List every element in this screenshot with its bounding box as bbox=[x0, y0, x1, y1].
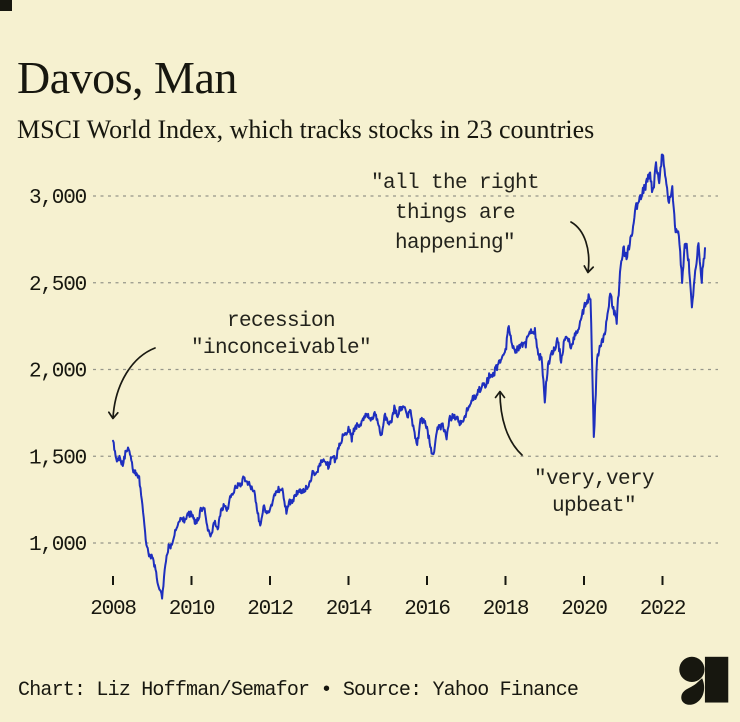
chart-subtitle: MSCI World Index, which tracks stocks in… bbox=[17, 115, 595, 144]
footer-credit: Chart: Liz Hoffman/Semafor • Source: Yah… bbox=[18, 679, 579, 702]
y-axis-label: 2,500 bbox=[29, 274, 87, 297]
annotation-very-very-upbeat: "very,very upbeat" bbox=[533, 468, 655, 518]
y-axis-label: 2,000 bbox=[29, 361, 87, 384]
x-axis-label: 2018 bbox=[483, 598, 529, 621]
msci-world-index-line bbox=[112, 153, 706, 600]
x-axis-label: 2016 bbox=[404, 598, 450, 621]
y-axis-label: 3,000 bbox=[29, 187, 87, 210]
x-axis-label: 2020 bbox=[561, 598, 607, 621]
annotation-arrow-all-the-right-things bbox=[570, 221, 595, 274]
annotation-all-the-right-things: "all the right things are happening" bbox=[370, 172, 540, 255]
x-axis-label: 2012 bbox=[247, 598, 293, 621]
x-axis-label: 2008 bbox=[90, 598, 136, 621]
x-axis-label: 2010 bbox=[169, 598, 215, 621]
semafor-logo bbox=[679, 656, 729, 705]
x-axis-label: 2022 bbox=[640, 598, 686, 621]
corner-square bbox=[0, 0, 12, 11]
y-axis-label: 1,000 bbox=[29, 534, 87, 557]
x-axis-label: 2014 bbox=[326, 598, 372, 621]
page-title: Davos, Man bbox=[17, 51, 237, 103]
annotation-arrow-recession bbox=[107, 347, 156, 420]
y-axis-label: 1,500 bbox=[29, 447, 87, 470]
annotation-arrow-very-very-upbeat bbox=[494, 390, 523, 456]
annotation-recession-inconceivable: recession "inconceivable" bbox=[190, 310, 372, 360]
